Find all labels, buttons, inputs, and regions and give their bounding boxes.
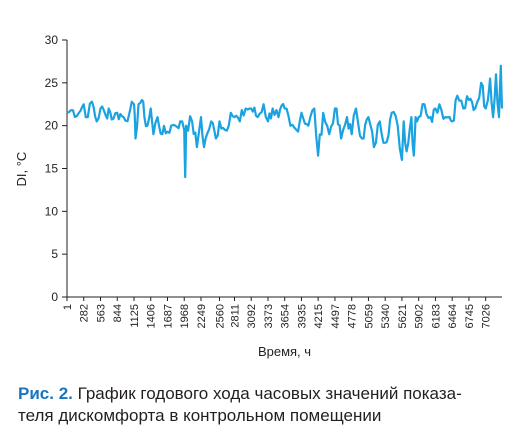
x-tick-label: 1687	[162, 304, 174, 328]
x-tick-label: 6183	[430, 304, 442, 328]
y-tick-label: 30	[45, 33, 59, 47]
y-axis-label: DI, °C	[14, 152, 29, 187]
x-tick-label: 4497	[330, 304, 342, 328]
x-tick-label: 6464	[447, 304, 459, 328]
x-tick-label: 563	[95, 304, 107, 322]
x-tick-label: 844	[112, 304, 124, 322]
x-tick-label: 3092	[246, 304, 258, 328]
x-tick-label: 5621	[397, 304, 409, 328]
x-axis-label: Время, ч	[258, 344, 311, 359]
y-tick-label: 10	[45, 204, 59, 218]
figure-caption: Рис. 2. График годового хода часовых зна…	[18, 383, 518, 427]
x-tick-label: 3373	[263, 304, 275, 328]
x-tick-label: 5902	[414, 304, 426, 328]
x-tick-label: 4778	[347, 304, 359, 328]
series-line	[66, 64, 504, 179]
y-tick-label: 25	[45, 76, 59, 90]
x-tick-label: 1968	[179, 304, 191, 328]
line-chart: 0 5 10 15 20 25 30 1 282 563 844 1125 1406 1687 1968 2…	[14, 33, 504, 359]
x-tick-label: 5340	[380, 304, 392, 328]
y-tick-label: 5	[51, 247, 58, 261]
x-tick-label: 4215	[313, 304, 325, 328]
x-tick-label: 1125	[129, 304, 141, 328]
x-tick-label: 6745	[464, 304, 476, 328]
x-tick-label: 3654	[280, 304, 292, 328]
x-tick-label: 2560	[215, 304, 227, 328]
x-tick-label: 2811	[229, 304, 241, 328]
x-tick-label: 2249	[196, 304, 208, 328]
x-tick-label: 3935	[296, 304, 308, 328]
caption-text-line2: теля дискомфорта в контрольном помещении	[18, 406, 382, 425]
y-tick-label: 0	[51, 290, 58, 304]
x-tick-label: 1	[62, 304, 74, 310]
x-tick-label: 7026	[481, 304, 493, 328]
x-axis: 1 282 563 844 1125 1406 1687 1968 2249 2560 2811 30…	[62, 296, 502, 328]
y-tick-label: 20	[45, 119, 59, 133]
caption-label: Рис. 2.	[18, 384, 73, 403]
x-tick-label: 5059	[363, 304, 375, 328]
y-tick-label: 15	[45, 162, 59, 176]
caption-text-line1: График годового хода часовых значений по…	[72, 384, 462, 403]
x-tick-label: 1406	[146, 304, 158, 328]
x-tick-label: 282	[79, 304, 91, 322]
y-axis: 0 5 10 15 20 25 30	[45, 33, 68, 304]
series-layer	[66, 64, 504, 179]
